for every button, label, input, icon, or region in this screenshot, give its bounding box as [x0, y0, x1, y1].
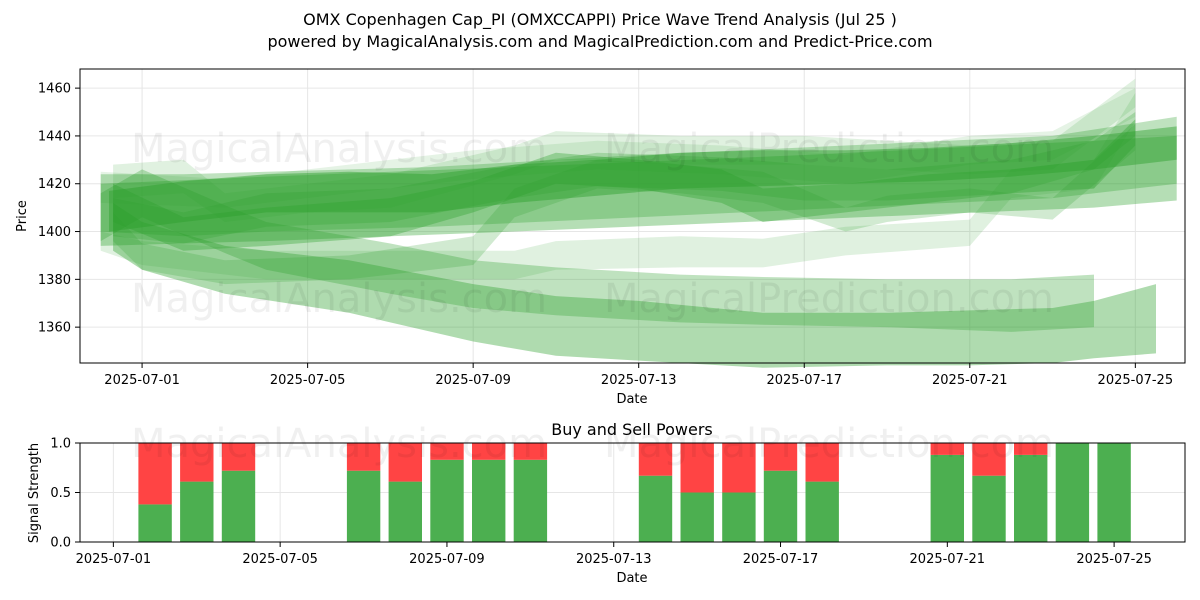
- buy-bar: [1014, 454, 1048, 542]
- y-tick-label: 1420: [38, 177, 71, 192]
- sell-bar: [472, 443, 506, 460]
- watermark: MagicalAnalysis.com: [131, 126, 547, 172]
- wave-band: [100, 92, 1136, 280]
- buy-bar: [180, 481, 214, 542]
- x-tick-label: 2025-07-01: [104, 373, 180, 388]
- buy-bar: [138, 504, 172, 542]
- sell-bar: [1014, 443, 1048, 455]
- watermark: MagicalPrediction.com: [604, 276, 1054, 322]
- buy-bar: [930, 454, 964, 542]
- buy-bar: [680, 492, 714, 542]
- signal-x-axis-label: Date: [616, 571, 647, 586]
- buy-bar: [972, 475, 1006, 542]
- signal-y-ticks: 0.0 0.5 1.0: [50, 437, 80, 551]
- sell-bar: [680, 443, 714, 493]
- sell-bar: [513, 443, 548, 460]
- price-y-ticks: 1360 1380 1400 1420 1440 1460: [38, 82, 80, 336]
- y-tick-label: 1360: [38, 321, 71, 336]
- sell-bar: [180, 443, 214, 482]
- sell-bar: [638, 443, 673, 476]
- price-x-axis-label: Date: [616, 392, 647, 407]
- y-tick-label: 1380: [38, 273, 71, 288]
- watermark-group-bottom: MagicalAnalysis.com MagicalPrediction.co…: [131, 421, 1054, 467]
- x-tick-label: 2025-07-05: [242, 552, 318, 567]
- wave-band: [100, 169, 1094, 332]
- sell-bar: [805, 443, 839, 482]
- wave-band: [109, 126, 1177, 232]
- price-grid: [80, 69, 1185, 363]
- sell-bar: [930, 443, 964, 455]
- price-y-axis-label: Price: [15, 200, 30, 232]
- price-wave-bands: [100, 78, 1177, 368]
- wave-band: [100, 116, 1177, 237]
- x-tick-label: 2025-07-05: [270, 373, 346, 388]
- watermark: MagicalPrediction.com: [604, 126, 1054, 172]
- buy-bar: [346, 470, 381, 542]
- wave-band: [113, 202, 1157, 368]
- x-tick-label: 2025-07-17: [766, 373, 842, 388]
- price-x-ticks: 2025-07-01 2025-07-05 2025-07-09 2025-07-13…: [104, 363, 1173, 388]
- x-tick-label: 2025-07-25: [1076, 552, 1152, 567]
- wave-band: [113, 112, 1136, 244]
- y-tick-label: 0.0: [50, 536, 71, 551]
- x-tick-label: 2025-07-13: [576, 552, 652, 567]
- wave-band: [113, 124, 1136, 285]
- wave-band: [113, 119, 1136, 251]
- x-tick-label: 2025-07-17: [743, 552, 819, 567]
- watermark: MagicalAnalysis.com: [131, 276, 547, 322]
- chart-subtitle: powered by MagicalAnalysis.com and Magic…: [267, 32, 933, 51]
- chart-title: OMX Copenhagen Cap_PI (OMXCCAPPI) Price …: [303, 10, 897, 29]
- buy-bar: [638, 475, 673, 542]
- y-tick-label: 1.0: [50, 437, 71, 452]
- sell-bar: [388, 443, 422, 482]
- buy-bar: [1097, 443, 1131, 542]
- signal-chart-title: Buy and Sell Powers: [551, 420, 713, 439]
- buy-bar: [388, 481, 422, 542]
- x-tick-label: 2025-07-13: [601, 373, 677, 388]
- buy-bar: [1055, 443, 1090, 542]
- buy-bar: [805, 481, 839, 542]
- watermark: MagicalAnalysis.com: [131, 421, 547, 467]
- signal-x-ticks: 2025-07-01 2025-07-05 2025-07-09 2025-07-13…: [76, 542, 1152, 567]
- sell-bar: [430, 443, 464, 460]
- sell-bar: [346, 443, 381, 471]
- x-tick-label: 2025-07-21: [932, 373, 1008, 388]
- x-tick-label: 2025-07-21: [910, 552, 986, 567]
- watermark-group-top: MagicalAnalysis.com MagicalPrediction.co…: [131, 126, 1054, 322]
- y-tick-label: 1440: [38, 129, 71, 144]
- sell-bar: [763, 443, 798, 471]
- buy-bar: [722, 492, 756, 542]
- y-tick-label: 1460: [38, 82, 71, 97]
- buy-bar: [763, 470, 798, 542]
- wave-band: [113, 78, 1136, 222]
- sell-bar: [972, 443, 1006, 476]
- x-tick-label: 2025-07-01: [76, 552, 152, 567]
- y-tick-label: 0.5: [50, 486, 71, 501]
- sell-bar: [221, 443, 256, 471]
- x-tick-label: 2025-07-25: [1098, 373, 1174, 388]
- sell-bar: [138, 443, 172, 505]
- wave-band: [100, 135, 1177, 246]
- price-plot-frame: [79, 68, 1186, 364]
- buy-bar: [472, 459, 506, 542]
- x-tick-label: 2025-07-09: [409, 552, 485, 567]
- buy-bar: [430, 459, 464, 542]
- buy-bar: [513, 459, 548, 542]
- signal-y-axis-label: Signal Strength: [27, 443, 42, 543]
- buy-bar: [221, 470, 256, 542]
- watermark: MagicalPrediction.com: [604, 421, 1054, 467]
- y-tick-label: 1400: [38, 225, 71, 240]
- sell-bar: [722, 443, 756, 493]
- signal-bars: [138, 443, 1131, 542]
- x-tick-label: 2025-07-09: [435, 373, 511, 388]
- wave-band: [100, 88, 1136, 208]
